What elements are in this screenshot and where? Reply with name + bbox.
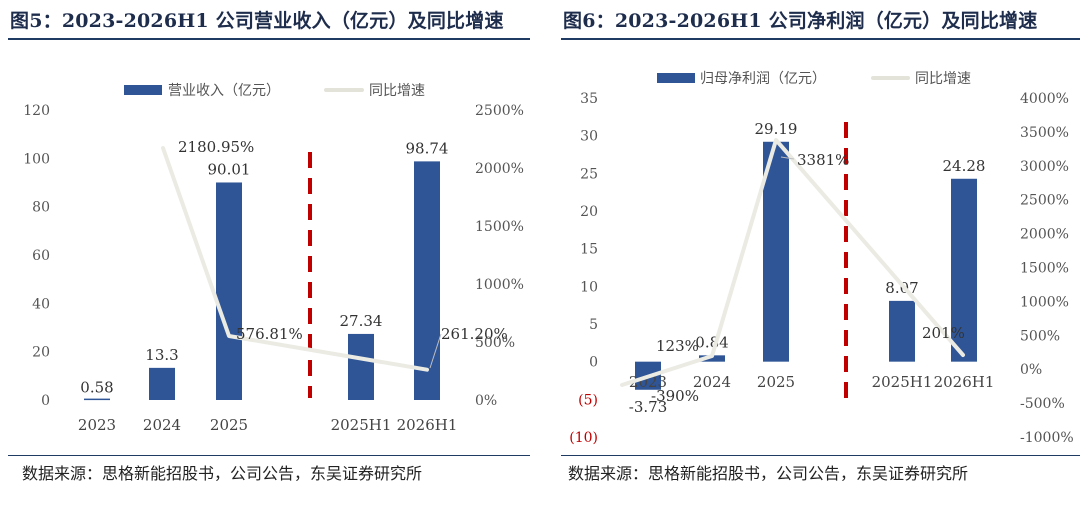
left-axis-tick-label: 30: [580, 129, 598, 145]
bar-2024: [149, 367, 175, 400]
x-axis-category-label: 2025: [210, 416, 248, 434]
right-axis-tick-label: 4000%: [1020, 91, 1069, 107]
x-axis-category-label: 2024: [693, 373, 731, 391]
right-axis-tick-label: 2000%: [475, 161, 524, 177]
growth-rate-point: [227, 334, 231, 338]
right-axis-tick-label: 0%: [475, 393, 497, 409]
chart-title: 图6：2023-2026H1 公司净利润（亿元）及同比增速: [563, 10, 1038, 32]
left-axis-tick-label: 10: [580, 279, 598, 295]
growth-rate-data-label: 201%: [922, 324, 965, 342]
right-axis-tick-label: 3000%: [1020, 159, 1069, 175]
x-axis-category-label: 2025: [757, 373, 795, 391]
left-axis-tick-label: (10): [569, 430, 598, 446]
growth-rate-line: [620, 138, 965, 387]
label-leader-line: [429, 333, 442, 369]
bar-data-label: 13.3: [145, 346, 178, 364]
right-axis-tick-label: 1000%: [475, 277, 524, 293]
left-axis-tick-label: 120: [23, 103, 50, 119]
right-axis-tick-label: 2500%: [475, 103, 524, 119]
bar-2025: [216, 182, 242, 400]
bar-2023: [84, 398, 110, 401]
title-rule: [561, 38, 1080, 40]
legend-bar-label: 归母净利润（亿元）: [700, 70, 826, 87]
right-axis-tick-label: 1500%: [475, 219, 524, 235]
bar-2026H1: [951, 178, 977, 362]
bar-data-label: 29.19: [755, 120, 798, 138]
right-axis-tick-label: 1500%: [1020, 261, 1069, 277]
left-axis-tick-label: 40: [32, 296, 50, 312]
legend-line-label: 同比增速: [369, 83, 425, 99]
x-axis-category-label: 2024: [143, 416, 181, 434]
left-axis-tick-label: 80: [32, 200, 50, 216]
bar-data-label: 0.84: [695, 333, 728, 351]
legend-bar-swatch: [657, 73, 695, 83]
bar-2024: [699, 355, 725, 362]
growth-rate-point: [161, 146, 165, 150]
right-axis-tick-label: 2500%: [1020, 193, 1069, 209]
growth-rate-data-label: 576.81%: [236, 325, 303, 343]
right-axis-tick-label: 500%: [475, 335, 515, 351]
bar-data-label: -3.73: [629, 398, 667, 416]
x-axis-category-label: 2023: [629, 373, 667, 391]
left-axis-tick-label: 20: [32, 345, 50, 361]
bar-data-label: 98.74: [406, 139, 449, 157]
x-axis-category-label: 2023: [78, 416, 116, 434]
growth-rate-data-label: 2180.95%: [178, 138, 254, 156]
revenue-panel: 图5：2023-2026H1 公司营业收入（亿元）及同比增速 0 20 40 60 80…: [0, 0, 530, 529]
growth-rate-point: [710, 354, 714, 358]
source-text: 数据来源：思格新能招股书，公司公告，东吴证券研究所: [568, 464, 969, 483]
right-axis-tick-label: 2000%: [1020, 227, 1069, 243]
bar-data-label: 27.34: [340, 312, 383, 330]
bar-2025H1: [889, 300, 915, 362]
legend-line-label: 同比增速: [915, 71, 971, 87]
source-note: 数据来源：思格新能招股书，公司公告，东吴证券研究所: [568, 459, 1048, 489]
left-axis-tick-label: (5): [578, 392, 598, 408]
legend-bar-label: 营业收入（亿元）: [168, 83, 280, 99]
bar-2026H1: [414, 161, 440, 400]
left-axis-tick-label: 35: [580, 91, 598, 107]
growth-rate-point: [774, 138, 778, 142]
growth-rate-point: [620, 383, 624, 387]
x-axis-category-label: 2025H1: [331, 416, 392, 434]
left-axis-tick-label: 5: [589, 317, 598, 333]
source-text: 数据来源：思格新能招股书，公司公告，东吴证券研究所: [22, 464, 423, 483]
growth-rate-data-label: 123%: [656, 337, 699, 355]
bar-data-label: 24.28: [943, 157, 986, 175]
x-axis-category-label: 2026H1: [397, 416, 458, 434]
bar-2025: [763, 141, 789, 362]
left-axis-tick-label: 60: [32, 248, 50, 264]
left-axis-tick-label: 25: [580, 166, 598, 182]
right-axis-tick-label: -1000%: [1020, 430, 1074, 446]
left-axis-tick-label: 0: [41, 393, 50, 409]
chart-title: 图5：2023-2026H1 公司营业收入（亿元）及同比增速: [10, 10, 504, 32]
right-axis-tick-label: 500%: [1020, 328, 1060, 344]
left-axis-tick-label: 15: [580, 242, 598, 258]
left-axis-tick-label: 100: [23, 151, 50, 167]
source-rule: [561, 455, 1080, 456]
bar-2025H1: [348, 333, 374, 400]
left-axis-tick-label: 0: [589, 355, 598, 371]
growth-rate-point: [961, 353, 965, 357]
growth-rate-point: [425, 368, 429, 372]
growth-rate-data-label: 3381%: [797, 151, 849, 169]
growth-rate-data-label: 261.20%: [441, 325, 508, 343]
title-rule: [8, 38, 530, 40]
right-axis-tick-label: 0%: [1020, 362, 1042, 378]
growth-rate-data-label: -390%: [651, 387, 699, 405]
x-axis-category-label: 2025H1: [872, 373, 933, 391]
right-axis-tick-label: 3500%: [1020, 125, 1069, 141]
right-axis-tick-label: -500%: [1020, 396, 1065, 412]
left-axis-tick-label: 20: [580, 204, 598, 220]
bar-data-label: 90.01: [208, 160, 251, 178]
source-rule: [8, 455, 530, 456]
x-axis-category-label: 2026H1: [934, 373, 995, 391]
profit-panel: 图6：2023-2026H1 公司净利润（亿元）及同比增速 (10) (5) 0 5 1…: [553, 0, 1080, 529]
profit-chart: (10)(5)05101520253035-1000%-500%0%500%10…: [569, 70, 1074, 446]
revenue-chart: 0 20 40 60 80 100 120 0% 500% 1000% 1500% 2000% 2500…: [23, 83, 524, 434]
label-leader-line: [780, 156, 795, 160]
legend-bar-swatch: [124, 85, 162, 95]
bar-data-label: 0.58: [80, 379, 113, 397]
source-note: 数据来源：思格新能招股书，公司公告，东吴证券研究所: [22, 459, 522, 489]
right-axis-tick-label: 1000%: [1020, 294, 1069, 310]
